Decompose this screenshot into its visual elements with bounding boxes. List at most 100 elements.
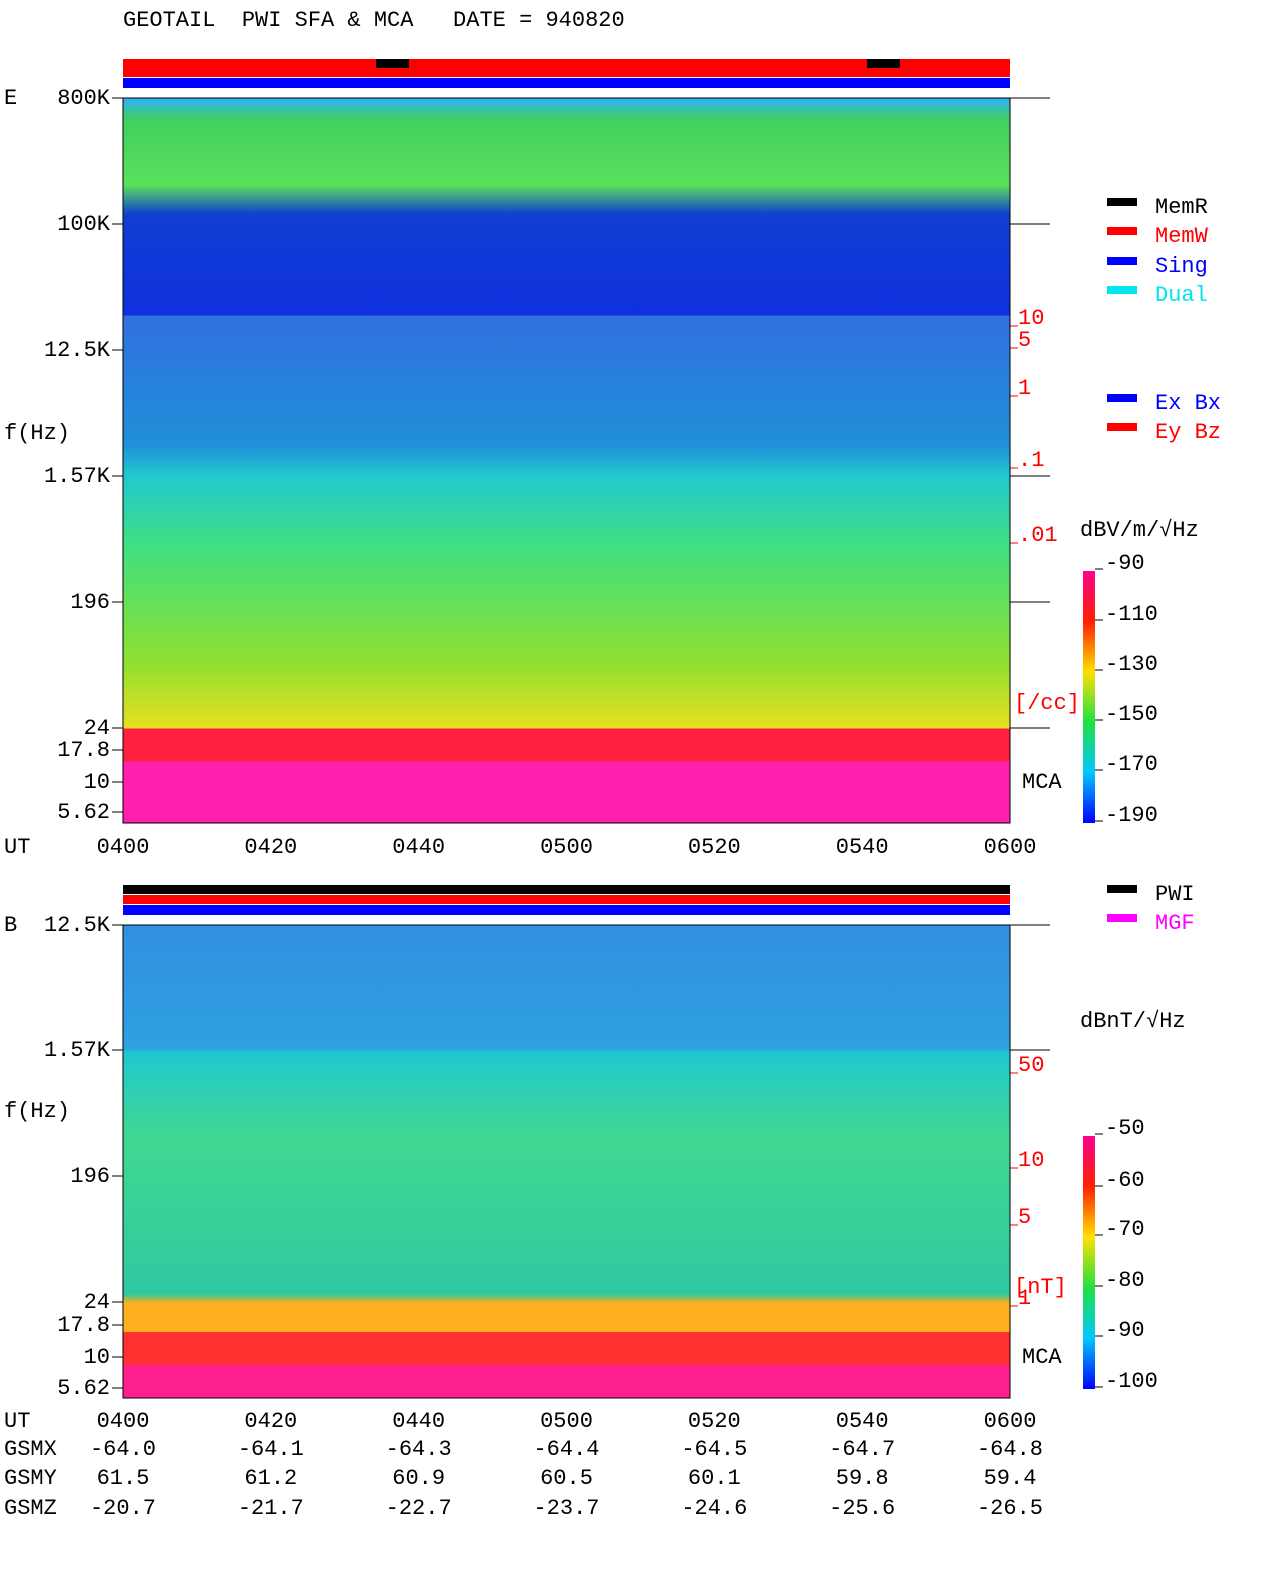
x-tick-label: 0540 bbox=[836, 1409, 889, 1434]
right-tick-label: 1 bbox=[1018, 376, 1031, 401]
x-tick-label: 0420 bbox=[244, 835, 297, 860]
orbit-value: -64.7 bbox=[829, 1437, 895, 1462]
orbit-value: -20.7 bbox=[90, 1496, 156, 1521]
orbit-value: 61.2 bbox=[244, 1466, 297, 1491]
legend-swatch bbox=[1107, 914, 1137, 922]
legend-label: Sing bbox=[1155, 254, 1208, 279]
colorbar-tick-label: -80 bbox=[1105, 1268, 1145, 1293]
colorbar-unit: dBV/m/√Hz bbox=[1080, 518, 1199, 543]
legend-label: MemW bbox=[1155, 224, 1209, 249]
legend-label: Dual bbox=[1155, 283, 1208, 308]
x-tick-label: 0520 bbox=[688, 835, 741, 860]
y-tick-label: 10 bbox=[84, 1345, 110, 1370]
right-tick-label: 10 bbox=[1018, 1148, 1044, 1173]
orbit-value: -64.8 bbox=[977, 1437, 1043, 1462]
orbit-value: -64.5 bbox=[681, 1437, 747, 1462]
mca-label: MCA bbox=[1022, 1345, 1062, 1370]
right-tick-label: .1 bbox=[1018, 448, 1044, 473]
legend-label: Ex Bx bbox=[1155, 391, 1221, 416]
y-tick-label: 1.57K bbox=[44, 1038, 111, 1063]
legend-swatch bbox=[1107, 394, 1137, 402]
colorbar-tick-label: -100 bbox=[1105, 1369, 1158, 1394]
legend-label: MGF bbox=[1155, 911, 1195, 936]
frame bbox=[122, 924, 1011, 1399]
legend-label: MemR bbox=[1155, 195, 1208, 220]
legend-swatch bbox=[1107, 198, 1137, 206]
colorbar-tick-label: -150 bbox=[1105, 702, 1158, 727]
legend-swatch bbox=[1107, 885, 1137, 893]
colorbar-tick-label: -60 bbox=[1105, 1168, 1145, 1193]
y-tick-label: 800K bbox=[57, 86, 111, 111]
right-tick-label: .01 bbox=[1018, 523, 1058, 548]
x-tick-label: 0600 bbox=[984, 835, 1037, 860]
orbit-name: GSMX bbox=[4, 1437, 57, 1462]
legend-label: PWI bbox=[1155, 882, 1195, 907]
x-axis-label: UT bbox=[4, 1409, 30, 1434]
legend-swatch bbox=[1107, 286, 1137, 294]
y-tick-label: 24 bbox=[84, 716, 110, 741]
colorbar-tick-label: -170 bbox=[1105, 752, 1158, 777]
orbit-value: -26.5 bbox=[977, 1496, 1043, 1521]
right-tick-label: 5 bbox=[1018, 328, 1031, 353]
right-tick-label: 5 bbox=[1018, 1205, 1031, 1230]
x-tick-label: 0500 bbox=[540, 1409, 593, 1434]
y-tick-label: 5.62 bbox=[57, 800, 110, 825]
orbit-value: -25.6 bbox=[829, 1496, 895, 1521]
x-tick-label: 0600 bbox=[984, 1409, 1037, 1434]
colorbar-unit: dBnT/√Hz bbox=[1080, 1009, 1186, 1034]
colorbar-tick-label: -90 bbox=[1105, 1318, 1145, 1343]
legend-swatch bbox=[1107, 227, 1137, 235]
colorbar bbox=[1083, 1136, 1095, 1389]
y-tick-label: 10 bbox=[84, 770, 110, 795]
x-tick-label: 0520 bbox=[688, 1409, 741, 1434]
spectrogram-b bbox=[123, 925, 1010, 1398]
colorbar bbox=[1083, 571, 1095, 823]
y-axis-label: f(Hz) bbox=[4, 1099, 70, 1124]
status-bar bbox=[123, 78, 1010, 88]
x-tick-label: 0400 bbox=[97, 835, 150, 860]
y-tick-label: 196 bbox=[70, 590, 110, 615]
status-bar bbox=[123, 905, 1010, 915]
frame bbox=[122, 97, 1011, 824]
y-tick-label: 196 bbox=[70, 1164, 110, 1189]
orbit-name: GSMY bbox=[4, 1466, 57, 1491]
status-bar bbox=[123, 59, 1010, 68]
status-bar bbox=[867, 59, 900, 68]
panel-label: B bbox=[4, 913, 17, 938]
x-tick-label: 0540 bbox=[836, 835, 889, 860]
y-tick-label: 17.8 bbox=[57, 738, 110, 763]
right-unit: [nT] bbox=[1014, 1275, 1067, 1300]
x-tick-label: 0440 bbox=[392, 835, 445, 860]
orbit-value: 61.5 bbox=[97, 1466, 150, 1491]
orbit-value: -24.6 bbox=[681, 1496, 747, 1521]
mca-label: MCA bbox=[1022, 770, 1062, 795]
right-tick-label: 50 bbox=[1018, 1053, 1044, 1078]
orbit-value: 60.1 bbox=[688, 1466, 741, 1491]
orbit-value: -64.1 bbox=[238, 1437, 304, 1462]
y-tick-label: 24 bbox=[84, 1290, 110, 1315]
orbit-value: 60.9 bbox=[392, 1466, 445, 1491]
orbit-value: -64.3 bbox=[386, 1437, 452, 1462]
orbit-value: -21.7 bbox=[238, 1496, 304, 1521]
orbit-value: -23.7 bbox=[533, 1496, 599, 1521]
orbit-value: 59.8 bbox=[836, 1466, 889, 1491]
orbit-value: 60.5 bbox=[540, 1466, 593, 1491]
colorbar-tick-label: -50 bbox=[1105, 1116, 1145, 1141]
orbit-value: -64.4 bbox=[533, 1437, 599, 1462]
legend-swatch bbox=[1107, 257, 1137, 265]
status-bar bbox=[123, 885, 1010, 894]
spectrogram-e bbox=[123, 98, 1010, 823]
colorbar-tick-label: -130 bbox=[1105, 652, 1158, 677]
y-tick-label: 5.62 bbox=[57, 1376, 110, 1401]
y-axis-label: f(Hz) bbox=[4, 421, 70, 446]
y-tick-label: 1.57K bbox=[44, 464, 111, 489]
y-tick-label: 12.5K bbox=[44, 913, 111, 938]
status-bar bbox=[123, 68, 1010, 77]
colorbar-tick-label: -110 bbox=[1105, 602, 1158, 627]
right-unit: [/cc] bbox=[1014, 691, 1080, 716]
panel-label: E bbox=[4, 86, 17, 111]
y-tick-label: 17.8 bbox=[57, 1313, 110, 1338]
x-tick-label: 0500 bbox=[540, 835, 593, 860]
title: GEOTAIL PWI SFA & MCA DATE = 940820 bbox=[123, 8, 625, 33]
